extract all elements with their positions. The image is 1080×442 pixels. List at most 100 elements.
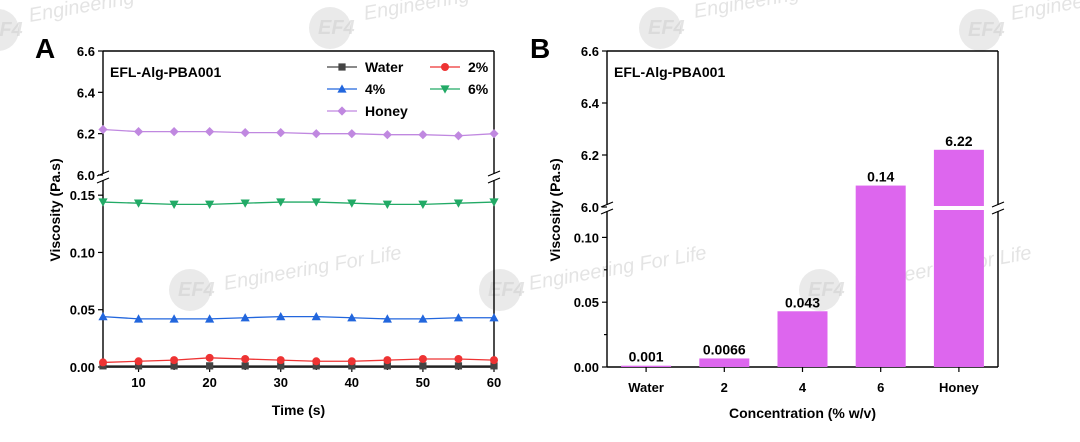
panel-a-point-honey [205, 127, 215, 137]
panel-a-point-honey [169, 127, 179, 137]
panel-a-point-water [454, 362, 463, 370]
panel-b-bar-4 [777, 311, 828, 367]
panel-a-y-tick-label: 6.0 [77, 168, 95, 183]
watermark-logo-text: EF4 [808, 279, 845, 301]
panel-b-annotation: EFL-Alg-PBA001 [614, 64, 725, 80]
panel-b-bar-2 [699, 358, 750, 367]
panel-a-point-6pct [382, 200, 392, 209]
panel-a-point-water [206, 362, 214, 370]
panel-a-point-2pct [205, 353, 214, 362]
panel-a-point-2pct [490, 356, 498, 365]
panel-a-point-4pct [133, 314, 144, 323]
panel-a-point-4pct [418, 314, 428, 323]
watermark-text: Engineering For Life [222, 242, 403, 295]
panel-a-y-tick-label: 0.10 [70, 245, 95, 260]
panel-a-legend-marker [337, 84, 347, 93]
watermark-logo-icon [799, 269, 841, 311]
watermark-text: Engineering [362, 0, 471, 25]
watermark-logo-text: EF4 [178, 279, 215, 301]
panel-b-x-axis-title: Concentration (% w/v) [729, 405, 876, 421]
panel-b-axis-break-mark [600, 201, 614, 208]
watermark-logo-text: EF4 [648, 17, 685, 39]
panel-a-point-4pct [453, 313, 464, 322]
panel-a-annotation: EFL-Alg-PBA001 [110, 64, 221, 80]
panel-a-legend-label: 4% [365, 81, 386, 97]
panel-b-letter: B [530, 33, 550, 64]
watermark-logo-text: EF4 [0, 19, 23, 41]
panel-a-point-2pct [454, 354, 463, 363]
panel-b-y-tick-label: 0.10 [574, 230, 599, 245]
panel-a-x-axis-title: Time (s) [272, 402, 325, 418]
panel-b-bar-honey-lower [933, 210, 984, 367]
panel-a-point-water [348, 362, 356, 370]
panel-a-point-4pct [382, 314, 392, 323]
watermark-logo-text: EF4 [318, 17, 355, 39]
panel-a-x-tick-label: 10 [131, 375, 145, 390]
watermark-logo-icon [0, 9, 19, 51]
panel-a-point-6pct [418, 200, 428, 209]
panel-b-data-label: 0.001 [629, 349, 664, 365]
panel-a-series-line-honey [102, 128, 495, 137]
panel-b-axis-break-mark [600, 208, 614, 215]
panel-b-y-axis-title: Viscosity (Pa.s) [547, 158, 563, 261]
watermark-logo-text: EF4 [488, 279, 525, 301]
panel-a-point-4pct [98, 312, 108, 321]
panel-a-point-water [170, 362, 178, 370]
panel-b-y-tick-label: 6.4 [581, 96, 600, 111]
panel-a-point-4pct [169, 314, 179, 323]
panel-a-y-tick-label: 6.2 [77, 127, 95, 142]
panel-a-point-6pct [205, 200, 215, 209]
panel-a-point-honey [382, 130, 392, 140]
panel-a-legend-label: 2% [468, 59, 489, 75]
panel-a-point-water [277, 362, 285, 370]
panel-b-data-label: 0.043 [785, 294, 820, 310]
watermark-logo-icon [479, 269, 521, 311]
panel-b-axis-break-mark [991, 201, 1005, 208]
panel-a-point-6pct [240, 199, 250, 208]
panel-b-data-label: 0.0066 [703, 341, 746, 357]
panel-a-x-tick-label: 40 [345, 375, 359, 390]
panel-b: B 0.00 0.05 0.10 6.0 6.2 6.4 6.6 Concentration … [530, 33, 1005, 421]
panel-b-bar-6 [855, 185, 906, 367]
panel-b-y-tick-label: 0.00 [574, 360, 599, 375]
panel-a-point-honey [347, 129, 357, 139]
panel-a-x-tick-label: 30 [273, 375, 287, 390]
panel-a-y-axis-title: Viscosity (Pa.s) [47, 158, 63, 261]
panel-a-axis-break-mark [487, 170, 501, 177]
panel-a-x-tick-label: 50 [416, 375, 430, 390]
panel-b-data-label: 0.14 [867, 169, 894, 185]
panel-a-point-water [241, 362, 249, 370]
panel-a-point-water [134, 362, 143, 370]
panel-a-legend-marker [441, 63, 449, 71]
panel-a-legend-marker [337, 106, 347, 116]
panel-a-x-tick-label: 20 [202, 375, 216, 390]
panel-a-point-honey [489, 129, 499, 139]
panel-a-point-honey [418, 130, 428, 140]
panel-a-point-4pct [311, 312, 321, 321]
panel-a-point-4pct [276, 312, 286, 321]
panel-a-point-2pct [241, 354, 250, 363]
watermark-logo-icon [639, 7, 681, 49]
panel-b-x-tick-label: 6 [877, 380, 884, 395]
panel-b-data-label: 6.22 [945, 133, 972, 149]
panel-a-point-4pct [205, 314, 215, 323]
panel-a-point-honey [453, 131, 464, 141]
panel-a-point-2pct [99, 358, 107, 367]
panel-a-point-2pct [383, 356, 392, 365]
panel-b-bar-water [621, 365, 672, 367]
panel-a-legend-label: Water [365, 59, 404, 75]
panel-a-point-honey [311, 129, 321, 139]
panel-a-point-honey [240, 128, 250, 138]
panel-a-point-water [419, 362, 427, 370]
panel-a-point-6pct [453, 199, 464, 208]
panel-a-point-6pct [133, 199, 144, 208]
panel-a-point-6pct [169, 200, 179, 209]
panel-a-point-water [383, 362, 391, 370]
panel-a-series-line-2pct [102, 357, 495, 364]
panel-a-axis-break-mark [96, 177, 110, 184]
panel-a-legend-marker [440, 85, 450, 94]
panel-a-point-water [490, 362, 498, 370]
panel-a-point-honey [133, 127, 144, 137]
watermark-text: Engineering [692, 0, 801, 23]
